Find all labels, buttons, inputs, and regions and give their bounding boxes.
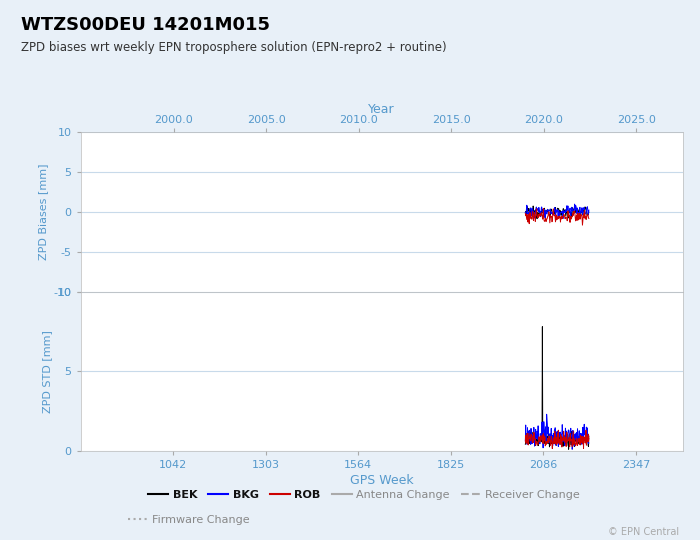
BEK <box>583 211 592 218</box>
BKG <box>542 411 551 417</box>
X-axis label: Year: Year <box>368 103 395 116</box>
ROB <box>583 438 592 444</box>
BEK <box>521 209 529 215</box>
ROB <box>578 216 587 222</box>
ROB <box>528 213 537 219</box>
BEK <box>535 210 543 217</box>
BEK <box>529 203 538 210</box>
ROB <box>522 438 531 445</box>
BKG <box>528 207 537 213</box>
ROB <box>578 222 587 228</box>
ROB <box>545 437 554 443</box>
BEK <box>564 446 573 453</box>
Y-axis label: ZPD STD [mm]: ZPD STD [mm] <box>42 330 52 413</box>
BEK <box>528 209 537 215</box>
BKG <box>521 210 529 216</box>
BEK <box>584 433 593 440</box>
Line: BEK: BEK <box>525 206 589 219</box>
BEK <box>538 323 547 330</box>
Text: ZPD biases wrt weekly EPN troposphere solution (EPN-repro2 + routine): ZPD biases wrt weekly EPN troposphere so… <box>21 40 447 53</box>
ROB <box>539 205 547 212</box>
ROB <box>584 215 593 221</box>
Line: BKG: BKG <box>525 414 589 449</box>
ROB <box>582 427 590 434</box>
ROB <box>521 210 529 217</box>
ROB <box>583 212 592 219</box>
BEK <box>578 432 587 438</box>
BEK <box>583 437 592 443</box>
BKG <box>534 208 542 215</box>
ROB <box>534 212 542 219</box>
BEK <box>584 209 593 215</box>
BEK <box>528 430 537 437</box>
Legend: Firmware Change: Firmware Change <box>123 510 255 529</box>
Legend: BEK, BKG, ROB, Antenna Change, Receiver Change: BEK, BKG, ROB, Antenna Change, Receiver … <box>144 486 584 505</box>
BEK <box>534 437 542 443</box>
BKG <box>522 206 531 213</box>
Line: BEK: BEK <box>525 327 589 449</box>
Line: ROB: ROB <box>525 430 589 449</box>
BKG <box>559 215 567 222</box>
BEK <box>533 215 541 222</box>
X-axis label: GPS Week: GPS Week <box>350 474 413 487</box>
BKG <box>528 438 537 444</box>
BKG <box>584 440 593 446</box>
BEK <box>546 213 554 219</box>
ROB <box>534 438 542 444</box>
BKG <box>583 204 592 210</box>
Line: BKG: BKG <box>525 204 589 219</box>
BEK <box>522 438 531 445</box>
BEK <box>522 211 531 217</box>
ROB <box>548 446 556 452</box>
BKG <box>545 430 554 437</box>
ROB <box>521 438 529 444</box>
BEK <box>578 210 587 216</box>
BKG <box>568 446 576 453</box>
BKG <box>534 437 542 443</box>
BKG <box>583 431 592 437</box>
BKG <box>522 430 531 437</box>
ROB <box>545 220 554 226</box>
ROB <box>522 214 531 220</box>
Text: © EPN Central: © EPN Central <box>608 527 679 537</box>
Text: WTZS00DEU 14201M015: WTZS00DEU 14201M015 <box>21 16 270 34</box>
BKG <box>578 208 587 215</box>
BKG <box>578 434 587 441</box>
ROB <box>528 440 537 446</box>
BKG <box>584 207 593 213</box>
BKG <box>521 437 529 444</box>
Y-axis label: ZPD Biases [mm]: ZPD Biases [mm] <box>38 164 48 260</box>
ROB <box>578 435 587 442</box>
BKG <box>570 201 579 207</box>
ROB <box>584 435 593 442</box>
BEK <box>545 433 554 439</box>
BEK <box>521 441 529 448</box>
BKG <box>545 207 554 214</box>
Line: ROB: ROB <box>525 208 589 225</box>
